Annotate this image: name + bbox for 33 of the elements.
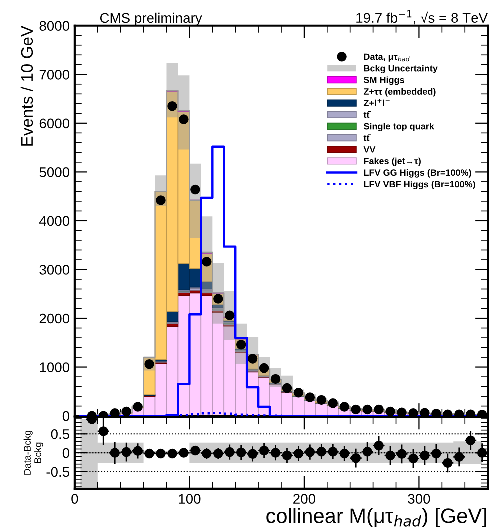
y-tick-label: 1000 bbox=[40, 362, 70, 372]
legend-label: tt̄ bbox=[364, 134, 372, 142]
legend-label: tt̄ bbox=[364, 111, 372, 118]
legend-label: Single top quark bbox=[364, 123, 434, 132]
y-tick-label: 0 bbox=[62, 411, 70, 422]
legend-label: Z+ττ (embedded) bbox=[364, 88, 436, 97]
legend-label: VV bbox=[364, 146, 376, 153]
y-tick-label: 5000 bbox=[40, 168, 70, 178]
y-tick-label: 4000 bbox=[40, 216, 70, 226]
chart-subtitle: 19.7 fb$^{−1}$, √s = 8 TeV bbox=[356, 10, 488, 25]
legend-label: LFV VBF Higgs (Br=100%) bbox=[364, 181, 476, 190]
y-tick-label: 7000 bbox=[40, 70, 70, 80]
y-axis-title: Events / 10 GeV bbox=[20, 26, 34, 146]
x-tick-label: 0 bbox=[72, 494, 78, 504]
y-tick-label: 2000 bbox=[40, 314, 70, 324]
y-tick-label: 6000 bbox=[40, 118, 70, 129]
legend-label: Data, μτ$_{had}$ bbox=[364, 54, 410, 62]
x-tick-label: 200 bbox=[294, 494, 316, 504]
legend-label: SM Higgs bbox=[364, 76, 404, 86]
y-tick-label: 8000 bbox=[40, 21, 70, 32]
chart-title: CMS preliminary bbox=[100, 12, 202, 26]
y-tick-label: 3000 bbox=[40, 265, 70, 275]
x-axis-title: collinear M(μτ$_{had}$) [GeV] bbox=[266, 508, 486, 528]
legend-label: Fakes (jet→τ) bbox=[364, 158, 421, 166]
legend-label: Z+l$^{+}$l$^{−}$ bbox=[364, 98, 390, 106]
x-tick-label: 100 bbox=[179, 494, 201, 504]
x-tick-label: 300 bbox=[408, 494, 430, 504]
legend-label: Bckg Uncertainty bbox=[364, 65, 438, 74]
y-tick-label: -0.5 bbox=[46, 467, 70, 478]
legend-label: LFV GG Higgs (Br=100%) bbox=[364, 169, 472, 178]
y-axis-title: Data-Bckg Bckg bbox=[24, 430, 44, 475]
y-tick-label: 0.5 bbox=[51, 429, 70, 440]
y-tick-label: 0 bbox=[62, 448, 70, 458]
